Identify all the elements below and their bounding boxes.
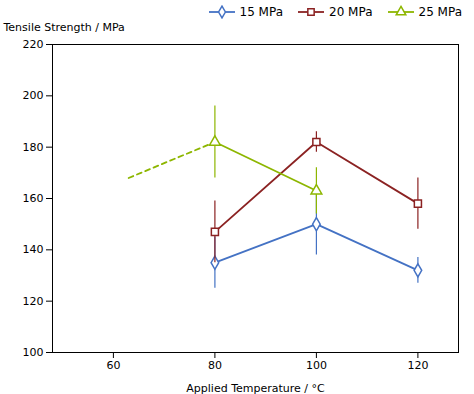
svg-text:100: 100 bbox=[23, 346, 44, 359]
svg-text:140: 140 bbox=[23, 243, 44, 256]
svg-text:200: 200 bbox=[23, 89, 44, 102]
svg-text:120: 120 bbox=[407, 359, 428, 372]
svg-text:80: 80 bbox=[208, 359, 222, 372]
svg-text:Applied Temperature / °C: Applied Temperature / °C bbox=[186, 382, 325, 394]
svg-text:160: 160 bbox=[23, 192, 44, 205]
html-text:25 MPa: 25 MPa bbox=[418, 5, 462, 19]
svg-text:60: 60 bbox=[106, 359, 120, 372]
svg-text:120: 120 bbox=[23, 295, 44, 308]
svg-text:100: 100 bbox=[306, 359, 327, 372]
svg-text:180: 180 bbox=[23, 141, 44, 154]
svg-text:Tensile Strength / MPa: Tensile Strength / MPa bbox=[3, 21, 125, 34]
html-text:20 MPa: 20 MPa bbox=[329, 5, 373, 19]
html-text:15 MPa: 15 MPa bbox=[239, 5, 283, 19]
svg-text:220: 220 bbox=[23, 38, 44, 51]
